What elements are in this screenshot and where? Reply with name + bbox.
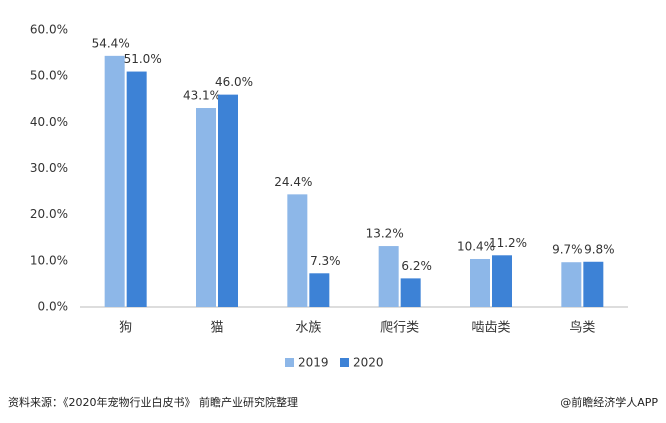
bar [583,261,604,307]
data-label: 51.0% [124,52,162,66]
y-tick-label: 40.0% [30,115,68,129]
bar [196,108,216,307]
x-tick-label: 啮齿类 [471,321,510,336]
y-tick-label: 10.0% [30,253,68,267]
x-tick-label: 水族 [295,320,321,336]
bar [104,55,125,307]
data-label: 7.3% [310,254,341,268]
bar [470,258,490,307]
data-label: 11.2% [489,236,527,250]
x-tick-label: 猫 [210,321,223,336]
data-label: 13.2% [366,227,404,241]
bar [400,278,421,307]
x-tick-label: 狗 [119,321,132,336]
y-tick-label: 0.0% [38,300,69,314]
data-label: 24.4% [274,175,312,189]
data-label: 6.2% [401,259,432,273]
bar [287,194,308,307]
bar [561,262,582,307]
data-label: 43.1% [183,89,221,103]
bar [492,255,512,307]
legend-swatch [340,358,349,367]
data-label: 10.4% [457,239,495,253]
source-note: 资料来源：《2020年宠物行业白皮书》 前瞻产业研究院整理 [8,395,298,409]
legend-swatch [285,358,294,367]
legend-label: 2020 [353,356,384,370]
y-tick-label: 50.0% [30,69,68,83]
credit: @前瞻经济学人APP [560,395,658,409]
bar [309,273,330,307]
data-label: 9.8% [584,242,615,256]
x-tick-label: 爬行类 [380,321,419,336]
data-label: 9.7% [552,243,583,257]
legend-label: 2019 [298,356,329,370]
y-tick-label: 60.0% [30,23,68,37]
y-tick-label: 30.0% [30,161,68,175]
data-label: 46.0% [215,75,253,89]
bar [378,246,399,307]
data-label: 54.4% [92,36,130,50]
x-tick-label: 鸟类 [569,320,595,336]
bar [126,71,147,307]
bar [218,94,238,307]
y-tick-label: 20.0% [30,207,68,221]
